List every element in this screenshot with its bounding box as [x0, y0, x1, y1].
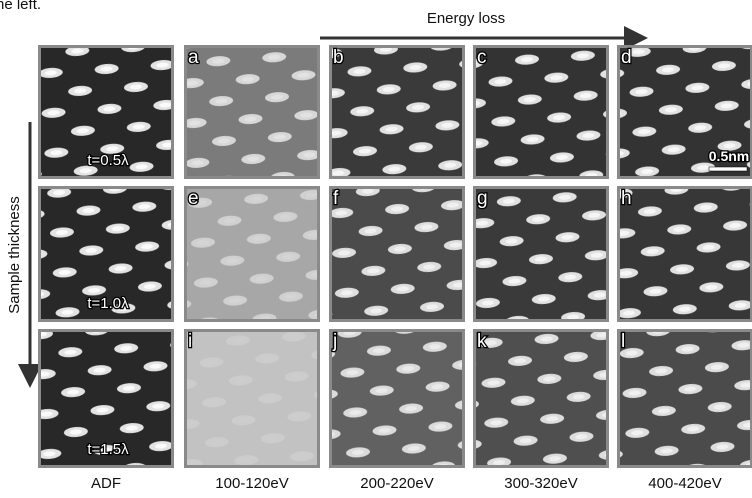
scale-bar	[708, 166, 748, 172]
panel-noise	[476, 332, 606, 465]
column-label: 300-320eV	[504, 475, 577, 492]
image-panel: j	[329, 329, 465, 468]
panel-noise	[620, 189, 750, 319]
image-panel: l	[617, 329, 752, 468]
image-panel: t=0.5λ	[38, 45, 174, 179]
image-panel: e	[184, 186, 320, 322]
panel-noise	[620, 48, 750, 176]
panel-letter: j	[332, 331, 337, 352]
thickness-label: t=0.5λ	[87, 152, 129, 169]
panel-letter: d	[621, 47, 632, 68]
image-panel: k	[473, 329, 609, 468]
column-label: 200-220eV	[360, 475, 433, 492]
column-label: 400-420eV	[648, 475, 721, 492]
panel-letter: h	[621, 188, 632, 209]
panel-noise	[187, 332, 317, 465]
image-panel: f	[329, 186, 465, 322]
scale-bar-label: 0.5nm	[709, 148, 749, 164]
image-panel: i	[184, 329, 320, 468]
panel-grid: t=0.5λ a b c d 0.5nm t=1.0λ e f g h t=1.5λ i j k l	[38, 45, 752, 468]
image-panel: b	[329, 45, 465, 179]
panel-letter: i	[188, 331, 192, 352]
image-panel: d 0.5nm	[617, 45, 752, 179]
image-panel: g	[473, 186, 609, 322]
image-panel: a	[184, 45, 320, 179]
panel-letter: k	[477, 331, 487, 352]
column-label: ADF	[91, 475, 121, 492]
panel-noise	[332, 189, 462, 319]
image-panel: t=1.5λ	[38, 329, 174, 468]
panel-noise	[41, 48, 171, 176]
thickness-label: t=1.5λ	[87, 441, 129, 458]
panel-letter: l	[621, 331, 625, 352]
panel-letter: b	[333, 47, 344, 68]
panel-noise	[620, 332, 750, 465]
column-label: 100-120eV	[215, 475, 288, 492]
panel-noise	[332, 332, 462, 465]
panel-letter: c	[477, 47, 487, 68]
panel-noise	[41, 332, 171, 465]
panel-letter: f	[333, 188, 339, 209]
panel-noise	[187, 189, 317, 319]
panel-letter: g	[477, 188, 488, 209]
thickness-label: t=1.0λ	[87, 295, 129, 312]
panel-letter: a	[188, 47, 199, 68]
caption-fragment: he left.	[0, 0, 41, 13]
image-panel: c	[473, 45, 609, 179]
energy-arrow-label: Energy loss	[427, 10, 505, 27]
thickness-arrow-label: Sample thickness	[6, 196, 23, 314]
panel-noise	[187, 48, 317, 176]
image-panel: h	[617, 186, 752, 322]
panel-noise	[332, 48, 462, 176]
image-panel: t=1.0λ	[38, 186, 174, 322]
panel-noise	[41, 189, 171, 319]
panel-letter: e	[188, 188, 199, 209]
panel-noise	[476, 48, 606, 176]
panel-noise	[476, 189, 606, 319]
